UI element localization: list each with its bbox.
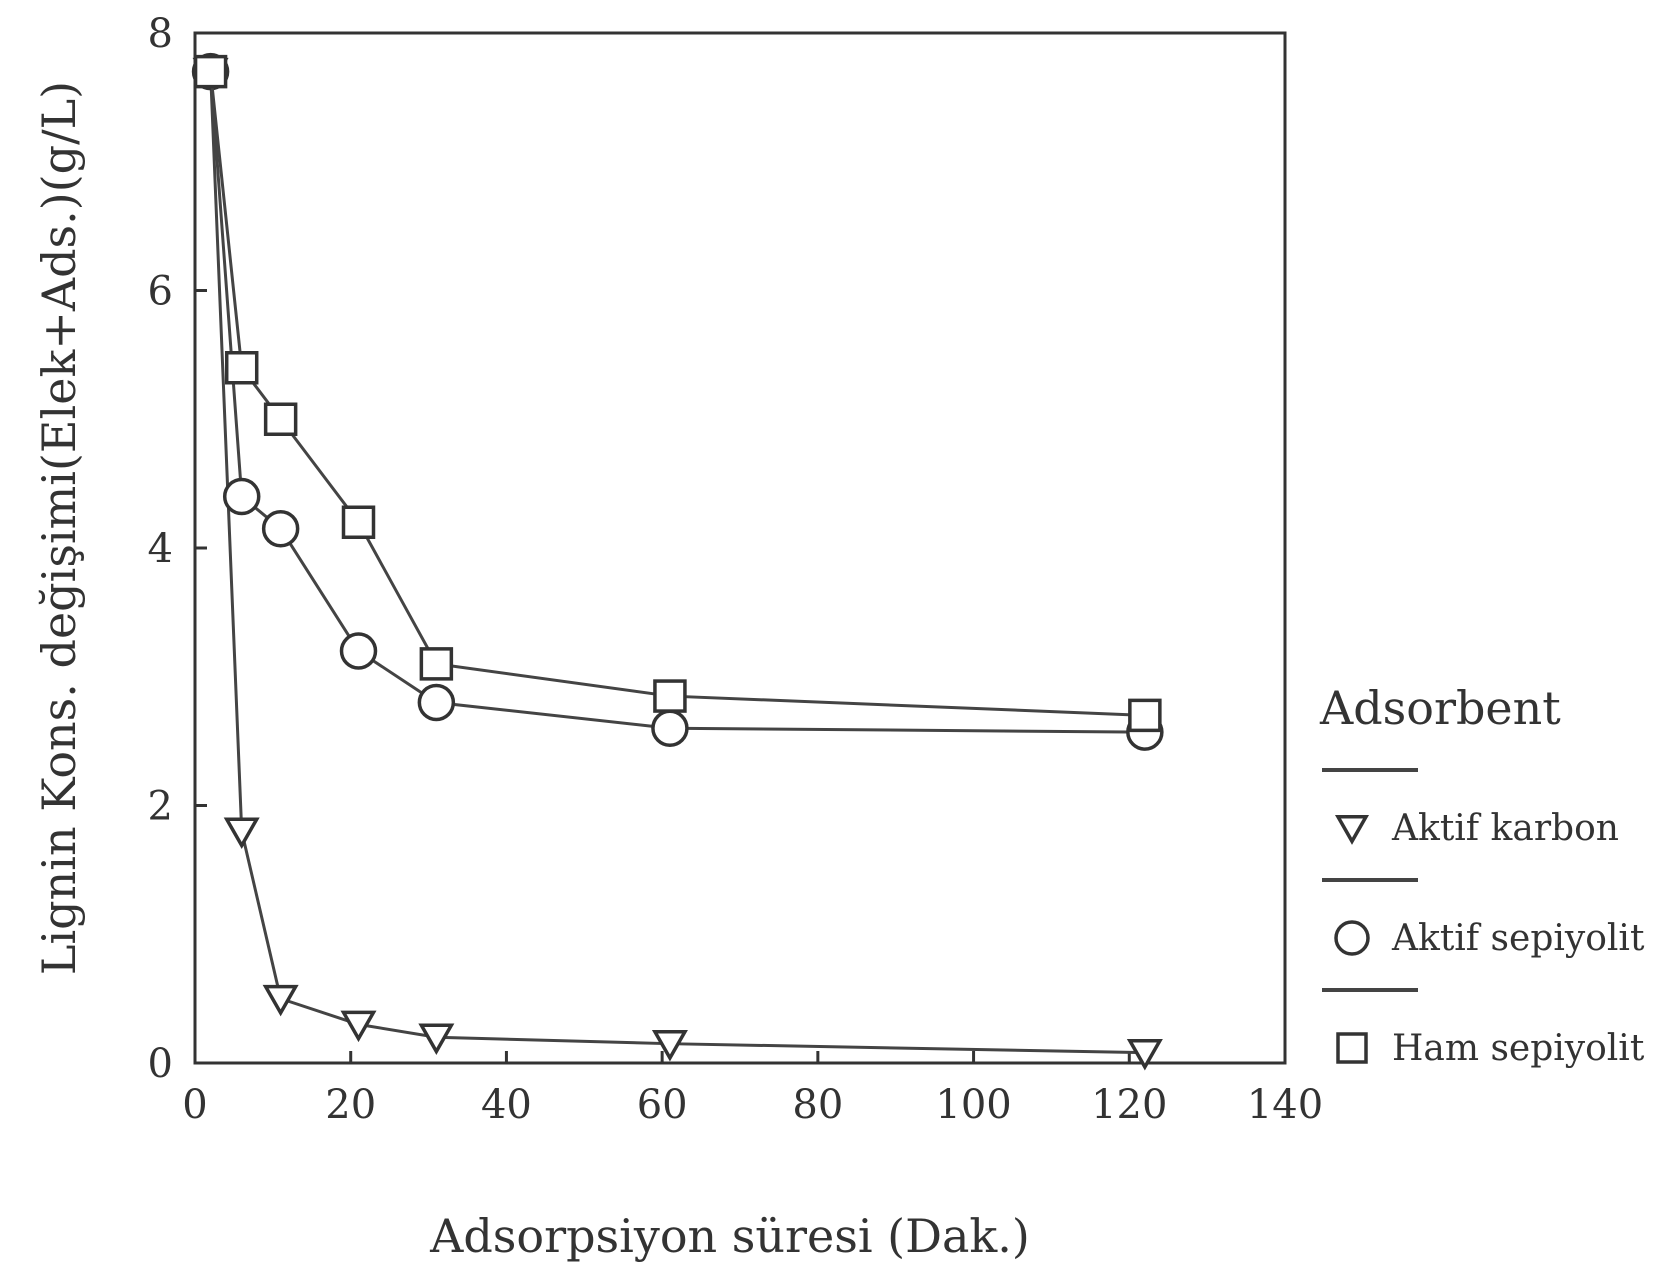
series-0-point-4: [418, 1023, 455, 1056]
series-0-point-6: [1126, 1038, 1163, 1071]
plot-frame: [193, 31, 1287, 1065]
series-1-point-5: [651, 709, 689, 747]
series-1-point-4: [417, 683, 456, 722]
x-tick-label-7: 140: [1247, 1082, 1323, 1128]
legend-marker-0: [1334, 815, 1370, 845]
x-axis-title: Adsorpsiyon süresi (Dak.): [429, 1209, 1030, 1263]
x-tick-label-6: 120: [1091, 1082, 1167, 1128]
x-tick-label-2: 40: [481, 1082, 532, 1128]
axes: [193, 31, 1287, 1065]
series-line-0: [209, 71, 1145, 1055]
series-2-point-1: [224, 351, 259, 385]
legend-label-1: Aktif sepiyolit: [1391, 918, 1645, 959]
ticks: 0 20 40 60 80 100 120 140 0 2 4 6 8: [148, 11, 1324, 1128]
y-axis-title: Lignin Kons. değişimi(Elek+Ads.)(g/L): [32, 81, 86, 975]
series-2-point-2: [263, 402, 298, 436]
series-1: [191, 52, 1164, 751]
series-0-point-3: [340, 1010, 377, 1043]
y-tick-label-4: 8: [148, 11, 173, 57]
series-line-2: [209, 71, 1145, 717]
legend-label-2: Ham sepiyolit: [1392, 1028, 1645, 1069]
series-2-point-6: [1128, 698, 1162, 733]
series-2-point-4: [419, 647, 454, 681]
legend-label-0: Aktif karbon: [1391, 808, 1619, 849]
series-line-1: [209, 71, 1145, 734]
x-tick-label-3: 60: [637, 1082, 688, 1128]
series-0-point-2: [262, 984, 299, 1017]
x-tick-label-4: 80: [792, 1082, 843, 1128]
series-2-point-0: [193, 54, 228, 89]
series-0-point-5: [651, 1029, 688, 1062]
series: [191, 52, 1164, 1071]
legend-marker-2: [1336, 1032, 1368, 1064]
y-tick-label-3: 6: [148, 269, 173, 315]
legend: Adsorbent Aktif karbon Aktif sepiyolit Ham…: [1319, 681, 1645, 1069]
legend-title: Adsorbent: [1319, 681, 1561, 735]
x-tick-label-0: 0: [182, 1082, 207, 1128]
y-tick-label-2: 4: [148, 526, 173, 572]
x-tick-label-5: 100: [935, 1082, 1011, 1128]
x-tick-label-1: 20: [325, 1082, 376, 1128]
series-2: [193, 54, 1162, 733]
series-1-point-2: [261, 509, 300, 548]
y-tick-label-1: 2: [148, 784, 173, 830]
series-2-point-5: [653, 679, 687, 713]
series-1-point-3: [339, 632, 378, 670]
series-0: [192, 57, 1163, 1071]
series-0-point-1: [223, 817, 260, 850]
legend-marker-1: [1334, 920, 1370, 956]
y-tick-label-0: 0: [148, 1041, 173, 1087]
series-2-point-3: [341, 505, 376, 539]
series-1-point-1: [222, 477, 261, 516]
